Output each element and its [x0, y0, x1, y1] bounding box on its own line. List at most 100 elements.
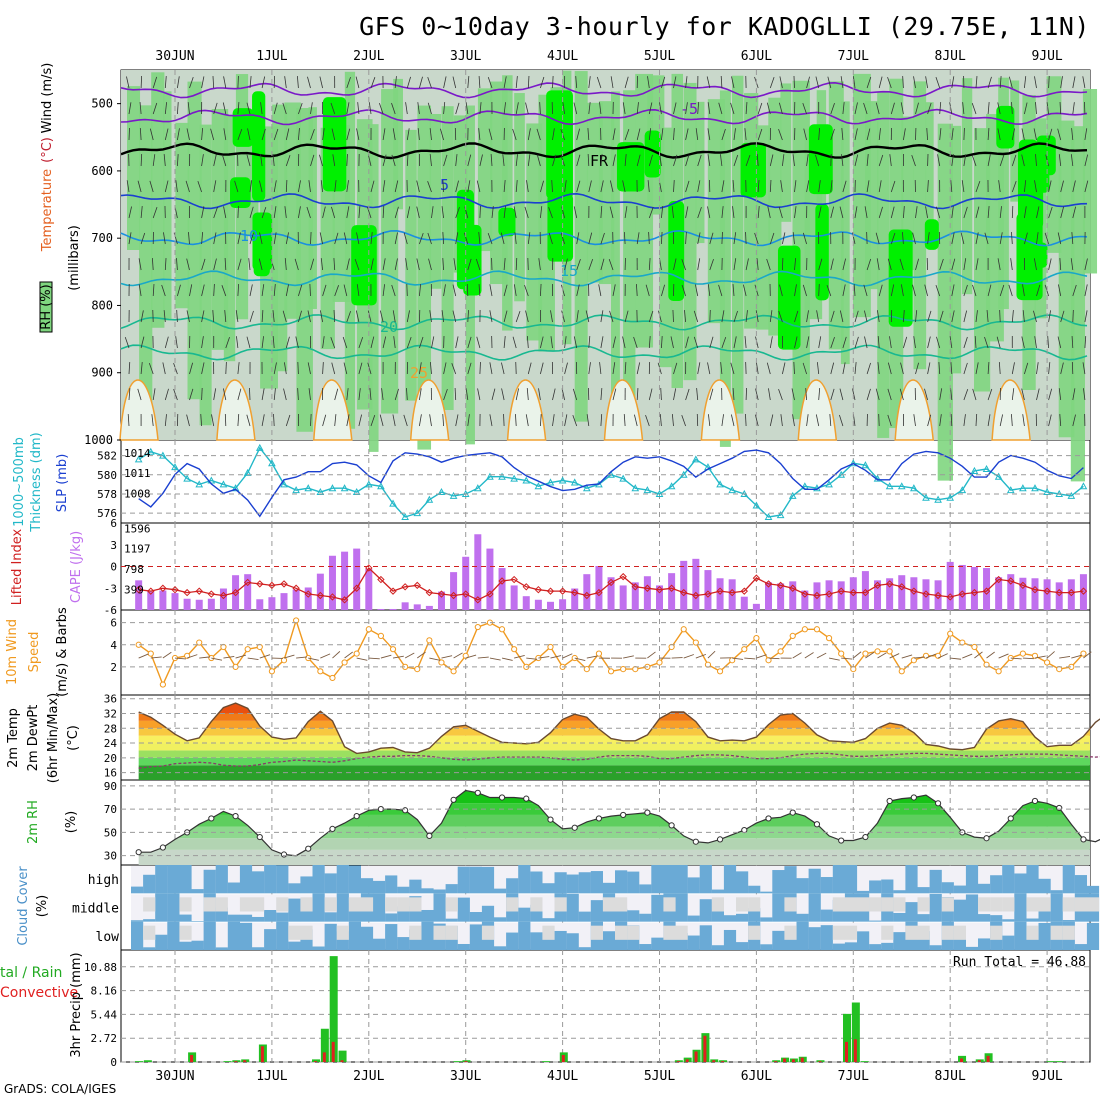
wind-barb: [369, 388, 372, 401]
wind-barb: [213, 258, 217, 271]
wind-barb: [322, 206, 326, 219]
wind-barb: [406, 128, 410, 141]
wind-legend-label: Wind (m/s): [40, 63, 55, 134]
wind-barb: [939, 258, 944, 271]
cloud-gap: [1002, 897, 1015, 912]
cloud-cell: [191, 921, 204, 922]
wind-barb: [1072, 388, 1076, 401]
wind-barb: [441, 310, 444, 323]
wind-barb: [261, 284, 265, 297]
precip-total-bar: [851, 1002, 860, 1062]
wind-barb: [164, 128, 169, 141]
wind-barb: [201, 284, 205, 297]
wind-barb: [987, 414, 991, 427]
cloud-cell: [615, 908, 628, 922]
wind-barb: [296, 76, 299, 89]
rh2m-point: [1080, 836, 1087, 843]
wind-barb: [793, 76, 795, 89]
cape-bar: [147, 591, 155, 610]
wind-barb: [306, 206, 311, 219]
wind-barb: [806, 76, 810, 89]
wind10m-line-point: [753, 635, 760, 642]
rh2m-point: [208, 815, 215, 822]
cape-bar: [498, 568, 506, 610]
wind-barb: [273, 388, 276, 401]
wind-barb: [138, 258, 142, 271]
wind-barb: [1011, 154, 1017, 167]
date-label-top: 6JUL: [741, 49, 772, 64]
cloud-gap: [1026, 925, 1039, 940]
rh-mid-cell: [441, 106, 454, 411]
wind-barb: [866, 388, 871, 401]
wind-barb: [272, 310, 275, 323]
cloud-gap: [857, 897, 870, 912]
cloud-cell: [1050, 890, 1063, 894]
wind-barb: [538, 258, 541, 271]
wind-barb: [319, 154, 323, 167]
cloud-cell: [699, 865, 712, 894]
wind-barb: [766, 362, 771, 375]
wind-barb: [310, 102, 313, 115]
wind-barb: [259, 232, 263, 245]
wind-barb: [1084, 180, 1089, 193]
wind-barb: [890, 232, 896, 245]
wind-barb: [987, 102, 990, 115]
cloud-cell: [1014, 893, 1027, 922]
wind-barb: [1010, 258, 1013, 271]
wind-barb: [1034, 76, 1037, 89]
cloud-cell: [227, 882, 240, 894]
cloud-cell: [312, 893, 325, 922]
wind-barb: [334, 285, 339, 297]
wind-barb: [911, 154, 916, 167]
wind-barb: [382, 336, 387, 349]
wind-barb: [503, 336, 506, 349]
wind-barb: [806, 154, 809, 167]
cape-bar: [183, 598, 191, 610]
wind-barb: [697, 102, 700, 115]
thickness-line-point: [764, 512, 773, 520]
cloud-cell: [905, 865, 918, 894]
wind-barb: [213, 180, 217, 193]
rh-mid-cell: [732, 75, 744, 414]
cloud-cell: [530, 932, 543, 950]
wind-barb: [842, 258, 846, 271]
wind-barb: [866, 258, 872, 271]
rh-mid-cell: [949, 125, 962, 374]
wind-barb: [938, 362, 941, 375]
wind-barb: [201, 258, 206, 271]
millibars-label: (millibars): [67, 225, 82, 291]
wind-barb: [223, 76, 227, 89]
cloud-cell: [215, 865, 228, 894]
wind-barb: [721, 414, 724, 427]
wind-barb: [295, 336, 299, 349]
precip-conv-bar: [712, 1060, 716, 1062]
wind-barb: [476, 180, 481, 193]
wind10m-barb: [816, 652, 827, 659]
lifted-point: [449, 591, 458, 600]
cloud-cell: [264, 865, 277, 894]
cloud-cell: [1086, 922, 1100, 950]
wind-barb: [452, 76, 457, 89]
wind10m-barb: [380, 654, 392, 659]
rh2m-label-2: (%): [64, 811, 79, 834]
wind-barb: [1072, 310, 1074, 323]
wind-barb: [721, 310, 725, 323]
cloud-cell: [397, 886, 410, 894]
wind-barb: [503, 76, 507, 89]
cloud-cell: [143, 919, 156, 922]
date-label-bottom: 7JUL: [838, 1069, 869, 1084]
wind-barb: [963, 154, 967, 167]
wind-barb: [794, 336, 798, 349]
wind-barb: [769, 232, 775, 245]
wind-barb: [827, 76, 832, 89]
wind-barb: [636, 102, 639, 115]
cape-bar: [849, 577, 857, 610]
rh-bright-cell: [815, 203, 829, 301]
wind10m-barb: [235, 654, 247, 659]
wind-barb: [733, 154, 739, 167]
rh-bright-cell: [547, 193, 574, 262]
wind-barb: [951, 76, 955, 89]
wind-barb: [285, 284, 289, 297]
cape-bar: [740, 596, 748, 610]
wind-barb: [152, 284, 155, 297]
